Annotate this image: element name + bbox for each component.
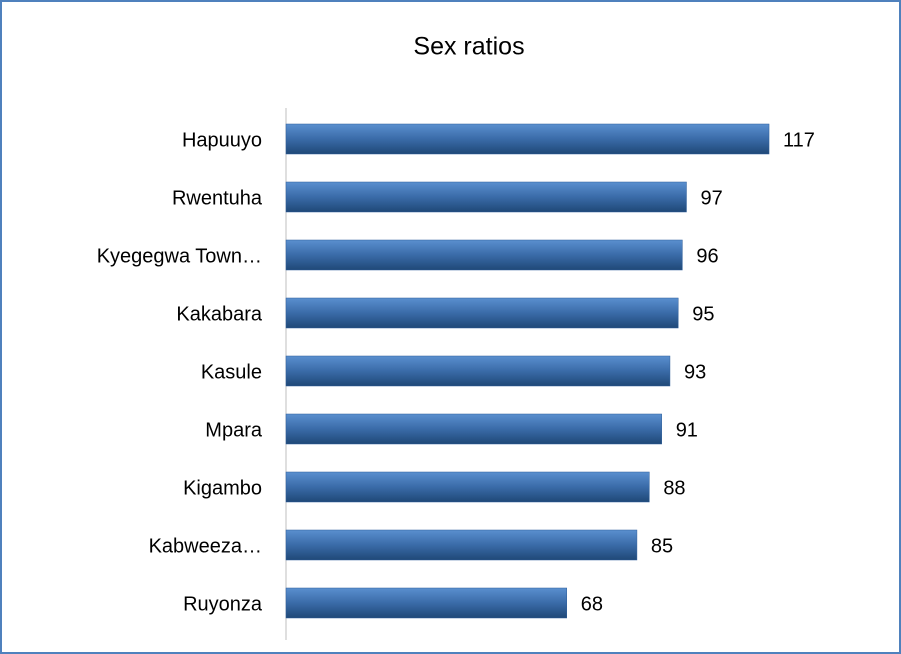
bar: [285, 587, 567, 619]
y-tick-label: Kigambo: [183, 477, 262, 499]
data-label: 85: [651, 535, 673, 557]
bar: [285, 413, 662, 445]
bar: [285, 181, 687, 213]
y-tick-label: Hapuuyo: [182, 129, 262, 151]
data-label: 93: [684, 361, 706, 383]
data-label: 91: [676, 419, 698, 441]
bar: [285, 471, 650, 503]
data-label: 88: [663, 477, 685, 499]
data-label: 96: [696, 245, 718, 267]
data-label: 95: [692, 303, 714, 325]
data-label: 117: [783, 129, 815, 151]
y-tick-label: Ruyonza: [183, 593, 263, 615]
bar: [285, 529, 638, 561]
bar: [285, 123, 770, 155]
data-label: 68: [581, 593, 603, 615]
y-tick-label: Rwentuha: [172, 187, 263, 209]
bar: [285, 239, 683, 271]
chart-title: Sex ratios: [413, 33, 524, 61]
y-tick-label: Kyegegwa Town…: [97, 245, 262, 267]
y-tick-label: Mpara: [205, 419, 263, 441]
y-tick-label: Kabweeza…: [149, 535, 262, 557]
y-tick-label: Kakabara: [176, 303, 262, 325]
bar: [285, 297, 679, 329]
bar: [285, 355, 671, 387]
data-label: 97: [700, 187, 722, 209]
y-tick-label: Kasule: [201, 361, 262, 383]
